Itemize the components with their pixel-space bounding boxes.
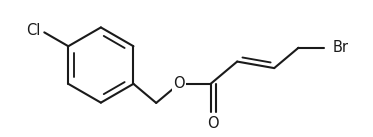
Text: O: O [173, 76, 185, 91]
Text: Br: Br [332, 40, 348, 55]
Text: Cl: Cl [26, 23, 40, 38]
Text: O: O [207, 115, 219, 131]
